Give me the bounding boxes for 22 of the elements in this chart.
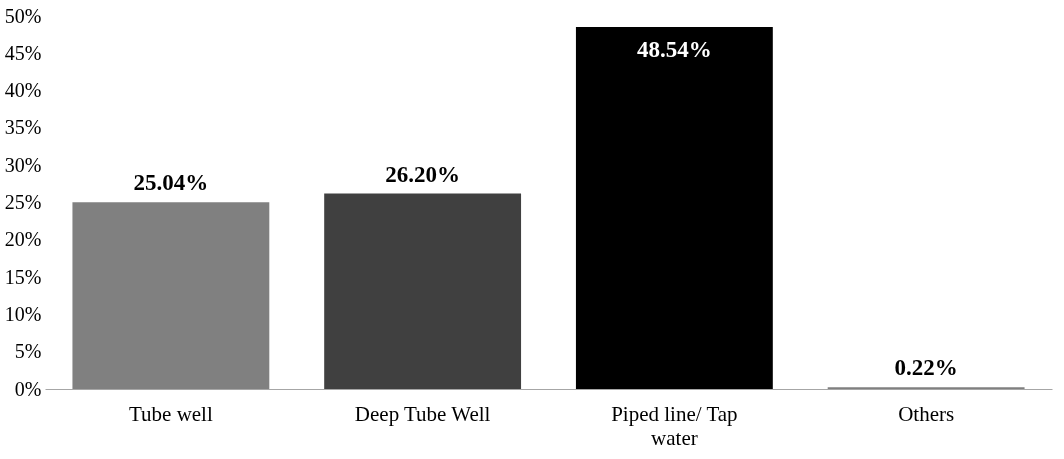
data-label: 26.20% (385, 161, 460, 187)
y-tick-label: 20% (4, 228, 42, 251)
x-tick-label: Piped line/ Tap water (611, 401, 738, 450)
y-tick-label: 10% (4, 302, 42, 325)
data-label: 0.22% (894, 355, 958, 381)
y-tick-label: 30% (4, 153, 42, 176)
bar (72, 202, 270, 389)
x-tick-label: Others (898, 401, 955, 426)
y-tick-label: 0% (14, 377, 42, 400)
y-tick-label: 45% (4, 41, 42, 64)
x-tick-label: Deep Tube Well (354, 401, 491, 426)
bar (575, 26, 773, 389)
y-tick-label: 40% (4, 79, 42, 102)
x-tick-label: Tube well (128, 401, 213, 426)
y-tick-label: 35% (4, 116, 42, 139)
bar (324, 193, 522, 389)
y-tick-label: 5% (14, 340, 42, 363)
data-label: 48.54% (637, 36, 712, 62)
y-tick-label: 50% (4, 4, 42, 27)
y-tick-label: 25% (4, 191, 42, 213)
data-label: 25.04% (133, 170, 209, 196)
y-tick-label: 15% (4, 265, 42, 288)
